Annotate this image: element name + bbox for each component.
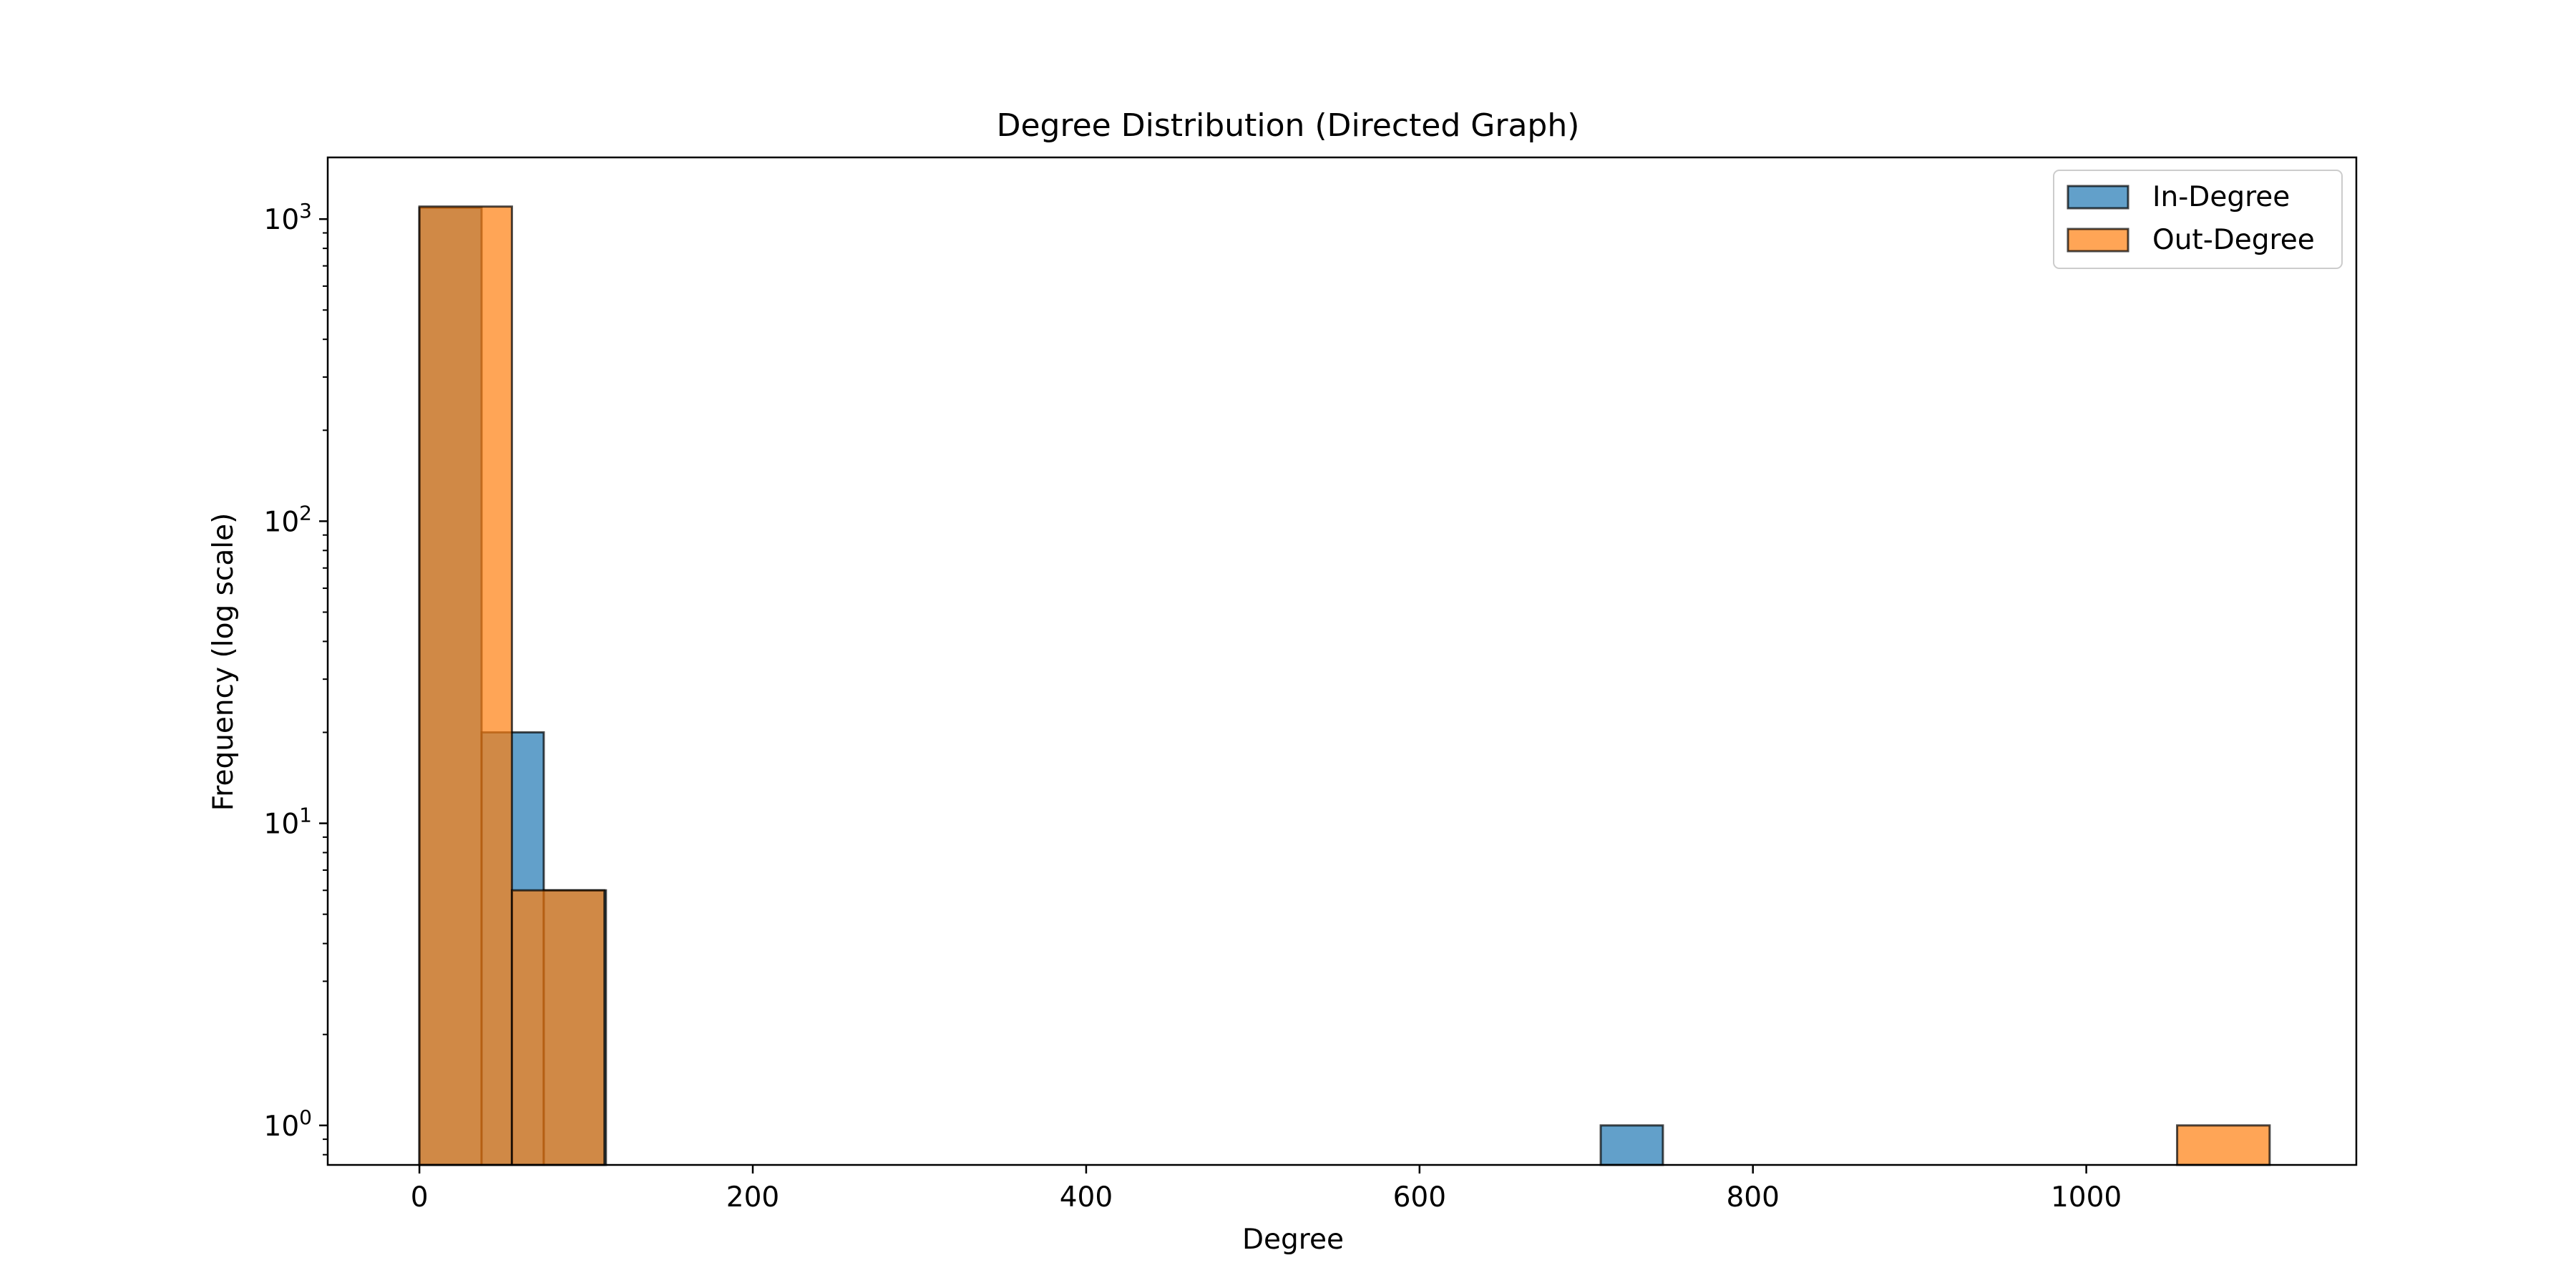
x-tick-label: 400 xyxy=(1060,1181,1113,1214)
y-axis: 100 101 102 103 xyxy=(264,199,328,1156)
plot-area xyxy=(326,156,2358,1166)
legend-label: In-Degree xyxy=(2152,181,2290,213)
x-tick-label: 200 xyxy=(726,1181,779,1214)
y-tick-label: 102 xyxy=(264,501,312,538)
legend-swatch xyxy=(2067,228,2129,253)
y-tick-label: 103 xyxy=(264,199,312,236)
y-tick-label: 101 xyxy=(264,804,312,841)
y-axis-label: Frequency (log scale) xyxy=(208,513,240,811)
x-axis-label: Degree xyxy=(1242,1224,1344,1256)
bar-out-degree-1 xyxy=(510,889,606,1166)
x-tick-label: 0 xyxy=(411,1181,429,1214)
x-tick-label: 600 xyxy=(1393,1181,1446,1214)
x-tick-label: 1000 xyxy=(2051,1181,2122,1214)
legend-label: Out-Degree xyxy=(2152,224,2315,256)
chart-title: Degree Distribution (Directed Graph) xyxy=(997,107,1580,144)
bar-out-degree-0 xyxy=(418,205,513,1166)
bar-in-degree-3 xyxy=(1599,1124,1664,1166)
x-tick-label: 800 xyxy=(1726,1181,1779,1214)
bar-out-degree-2 xyxy=(2176,1124,2271,1166)
legend-swatch xyxy=(2067,185,2129,210)
legend: In-Degree Out-Degree xyxy=(2053,170,2343,269)
y-tick-label: 100 xyxy=(264,1106,312,1143)
x-axis: 0 200 400 600 800 1000 xyxy=(411,1165,2122,1214)
bars xyxy=(418,205,2271,1166)
